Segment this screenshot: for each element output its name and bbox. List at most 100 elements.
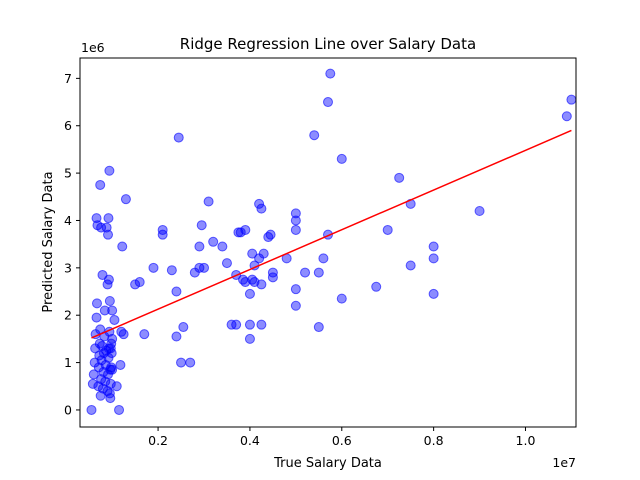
scatter-point bbox=[109, 314, 120, 325]
scatter-point bbox=[290, 300, 301, 311]
scatter-point bbox=[88, 369, 99, 380]
scatter-point bbox=[244, 288, 255, 299]
scatter-point bbox=[300, 267, 311, 278]
scatter-point bbox=[428, 288, 439, 299]
y-tick-label: 7 bbox=[64, 71, 72, 86]
scatter-point bbox=[103, 213, 114, 224]
scatter-point bbox=[148, 262, 159, 273]
x-tick-label: 0.8 bbox=[424, 433, 444, 448]
scatter-point bbox=[104, 388, 115, 399]
scatter-point bbox=[157, 224, 168, 235]
scatter-point bbox=[139, 329, 150, 340]
scatter-point bbox=[566, 94, 577, 105]
scatter-point bbox=[254, 198, 265, 209]
scatter-point bbox=[231, 319, 242, 330]
x-tick-label: 0.6 bbox=[332, 433, 352, 448]
scatter-point bbox=[221, 258, 232, 269]
scatter-point bbox=[114, 404, 125, 415]
scatter-point bbox=[94, 350, 105, 361]
scatter-point bbox=[290, 215, 301, 226]
scatter-point bbox=[107, 305, 118, 316]
scatter-point bbox=[86, 404, 97, 415]
scatter-point bbox=[105, 378, 116, 389]
x-axis-label: True Salary Data bbox=[273, 456, 382, 471]
scatter-point bbox=[561, 111, 572, 122]
scatter-point bbox=[309, 130, 320, 141]
scatter-point bbox=[199, 262, 209, 273]
scatter-point bbox=[217, 241, 228, 252]
scatter-point bbox=[382, 224, 393, 235]
scatter-point bbox=[99, 305, 110, 316]
scatter-point bbox=[111, 381, 122, 392]
plot-area bbox=[86, 68, 577, 415]
chart-title: Ridge Regression Line over Salary Data bbox=[180, 35, 476, 53]
scatter-point bbox=[115, 359, 126, 370]
scatter-point bbox=[244, 319, 255, 330]
y-tick-label: 6 bbox=[64, 118, 72, 133]
scatter-point bbox=[208, 236, 219, 247]
y-axis-label: Predicted Salary Data bbox=[41, 171, 56, 312]
scatter-point bbox=[371, 281, 382, 292]
x-tick-label: 0.4 bbox=[240, 433, 260, 448]
scatter-point bbox=[203, 196, 214, 207]
y-offset-text: 1e6 bbox=[81, 40, 105, 55]
scatter-point bbox=[318, 253, 329, 264]
scatter-point bbox=[265, 229, 276, 240]
scatter-point bbox=[325, 68, 336, 79]
scatter-point bbox=[313, 322, 324, 333]
scatter-point bbox=[104, 165, 115, 176]
scatter-point bbox=[290, 224, 301, 235]
scatter-point bbox=[394, 172, 405, 183]
scatter-point bbox=[336, 153, 347, 164]
scatter-point bbox=[178, 322, 189, 333]
scatter-point bbox=[134, 277, 145, 288]
y-tick-label: 2 bbox=[64, 308, 72, 323]
scatter-point bbox=[173, 132, 184, 143]
y-tick-label: 4 bbox=[64, 213, 72, 228]
scatter-point bbox=[130, 279, 141, 290]
scatter-point bbox=[336, 293, 347, 304]
scatter-point bbox=[313, 267, 324, 278]
x-tick-label: 1.0 bbox=[516, 433, 536, 448]
y-tick-label: 5 bbox=[64, 166, 72, 181]
scatter-point bbox=[106, 338, 117, 349]
scatter-point bbox=[171, 286, 182, 297]
y-tick-label: 3 bbox=[64, 260, 72, 275]
scatter-point bbox=[118, 329, 129, 340]
scatter-point bbox=[235, 227, 246, 238]
scatter-point bbox=[102, 279, 113, 290]
scatter-point bbox=[244, 333, 255, 344]
scatter-point bbox=[256, 279, 267, 290]
scatter-point bbox=[185, 357, 196, 368]
y-tick-label: 1 bbox=[64, 355, 72, 370]
scatter-point bbox=[247, 248, 258, 259]
scatter-point bbox=[95, 179, 106, 190]
scatter-point bbox=[171, 331, 182, 342]
scatter-point bbox=[256, 203, 267, 214]
scatter-point bbox=[428, 241, 439, 252]
scatter-point bbox=[196, 220, 207, 231]
scatter-point bbox=[267, 267, 278, 278]
scatter-point bbox=[194, 241, 205, 252]
plot-frame bbox=[79, 57, 577, 428]
scatter-point bbox=[240, 224, 251, 235]
scatter-point bbox=[256, 319, 267, 330]
scatter-point bbox=[290, 208, 301, 219]
scatter-point bbox=[91, 298, 102, 309]
scatter-point bbox=[258, 248, 269, 259]
scatter-point bbox=[107, 364, 118, 375]
scatter-point bbox=[104, 296, 115, 306]
scatter-point bbox=[91, 312, 102, 323]
scatter-point bbox=[176, 357, 187, 368]
x-tick-label: 0.2 bbox=[148, 433, 168, 448]
scatter-point bbox=[120, 194, 131, 205]
scatter-point bbox=[474, 206, 485, 216]
scatter-point bbox=[91, 213, 102, 224]
scatter-point bbox=[428, 253, 439, 264]
scatter-point bbox=[166, 265, 177, 276]
scatter-point bbox=[117, 241, 128, 252]
scatter-point bbox=[87, 378, 98, 389]
regression-line bbox=[91, 129, 572, 339]
x-offset-text: 1e7 bbox=[552, 455, 576, 470]
